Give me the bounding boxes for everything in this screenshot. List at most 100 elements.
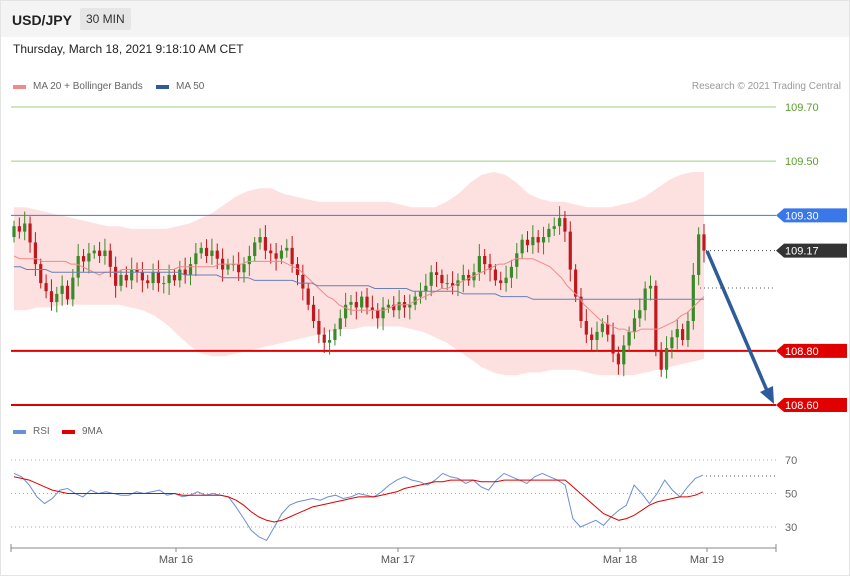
candle-body (354, 302, 358, 308)
candle-body (499, 280, 503, 284)
candle-body (509, 266, 514, 278)
candle-body (146, 280, 150, 284)
candle-body (504, 277, 508, 284)
candle-body (370, 307, 374, 311)
legend-9ma: 9MA (62, 426, 103, 437)
ma20-swatch (13, 84, 26, 89)
candle-body (440, 274, 444, 284)
x-tick-label: Mar 18 (603, 554, 637, 566)
candle-body (418, 291, 423, 297)
candle-body (515, 253, 519, 267)
candle-body (119, 274, 123, 286)
legend-ma20: MA 20 + Bollinger Bands (13, 81, 143, 92)
legend-rsi-label: RSI (33, 426, 50, 437)
symbol-label: USD/JPY (12, 12, 72, 28)
candle-body (306, 288, 310, 305)
level-tag-109-30 (776, 208, 847, 223)
candle-body (317, 321, 321, 335)
candle-body (344, 304, 348, 319)
level-label-109-30: 109.30 (785, 210, 819, 222)
candle-body (194, 253, 198, 265)
bollinger-band (14, 172, 704, 376)
candle-body (541, 237, 546, 243)
candle-body (226, 264, 230, 270)
candle-body (71, 277, 75, 300)
ma50-swatch (156, 84, 169, 89)
candle-body (103, 250, 107, 256)
level-tag-108-80 (776, 343, 847, 358)
candle-body (547, 228, 551, 238)
chart-header: USD/JPY 30 MIN (1, 1, 849, 37)
candle-body (600, 323, 604, 332)
candle-body (461, 274, 465, 281)
candle-body (659, 350, 663, 370)
candle-body (199, 247, 203, 254)
candle-body (333, 329, 337, 340)
candle-body (574, 269, 578, 297)
candle-body (12, 226, 16, 238)
candle-body (130, 269, 134, 281)
candle-body (81, 256, 86, 262)
level-label-109-17: 109.17 (785, 246, 819, 258)
candle-body (397, 302, 401, 311)
candle-body (162, 283, 166, 285)
candle-body (616, 353, 621, 365)
candle-body (557, 218, 562, 227)
candle-body (23, 223, 27, 232)
candle-body (563, 218, 567, 232)
candle-body (654, 285, 658, 351)
candle-body (536, 237, 540, 243)
candle-body (697, 234, 701, 275)
candle-body (451, 283, 455, 286)
candle-body (49, 291, 54, 303)
candle-body (338, 318, 342, 330)
candle-body (188, 264, 193, 275)
candle-body (584, 321, 588, 335)
level-tag-108-60 (776, 398, 847, 412)
rsi-tick-50: 50 (785, 489, 797, 501)
rsi-swatch (13, 429, 26, 434)
level-label-109-50: 109.50 (785, 156, 819, 168)
candle-body (237, 264, 241, 273)
candle-body (579, 296, 583, 322)
candle-body (263, 237, 267, 251)
candle-body (477, 256, 481, 273)
candle-body (327, 339, 332, 343)
candle-body (135, 269, 139, 273)
candle-body (311, 304, 316, 322)
x-tick-label: Mar 16 (159, 554, 193, 566)
candle-body (392, 304, 396, 311)
candle-body (231, 264, 235, 266)
candle-body (493, 269, 497, 281)
ma50-line (14, 266, 704, 300)
forecast-arrow (705, 250, 770, 394)
candle-body (606, 323, 610, 335)
legend-ma50: MA 50 (156, 81, 204, 92)
candle-body (39, 264, 43, 284)
candle-body (488, 264, 492, 270)
candle-body (681, 329, 685, 340)
candle-body (483, 256, 487, 265)
candle-body (97, 250, 102, 256)
interval-button[interactable]: 30 MIN (80, 8, 131, 30)
candle-body (360, 296, 364, 308)
candle-body (611, 334, 615, 354)
candle-body (691, 274, 695, 322)
candle-body (114, 266, 118, 286)
candle-body (408, 304, 412, 308)
candle-body (376, 310, 380, 319)
candle-body (253, 242, 257, 256)
candle-body (622, 345, 626, 365)
candle-body (247, 256, 251, 265)
candle-body (178, 269, 182, 281)
candle-body (92, 250, 96, 254)
candle-body (60, 285, 64, 294)
candle-body (242, 264, 246, 273)
candle-body (590, 334, 594, 340)
candle-body (520, 239, 524, 254)
candle-body (525, 239, 530, 246)
candle-body (322, 334, 326, 343)
candle-body (349, 302, 353, 305)
candle-body (204, 247, 209, 256)
